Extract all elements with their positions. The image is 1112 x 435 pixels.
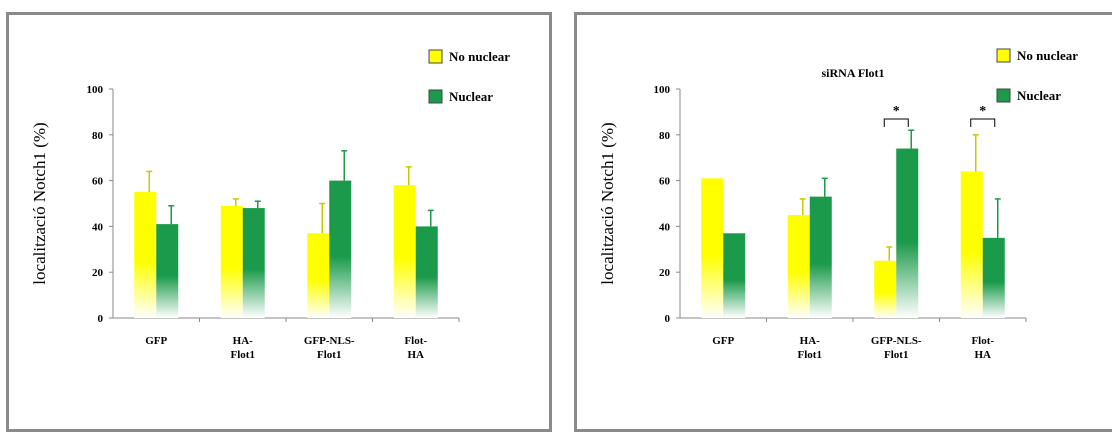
x-tick-label: Flot- — [971, 335, 994, 347]
bar-no-nuclear — [787, 214, 810, 318]
bar-no-nuclear — [134, 192, 157, 318]
y-tick-label: 20 — [92, 267, 104, 279]
y-axis-label: localització Notch1 (%) — [598, 122, 617, 284]
legend-swatch-nuclear — [996, 88, 1011, 103]
bar-no-nuclear — [393, 185, 416, 318]
bar-nuclear — [415, 226, 438, 318]
x-tick-label: HA- — [233, 335, 254, 347]
x-tick-label: Flot1 — [884, 349, 908, 361]
chart-panel-left: 0 20 40 60 80 100 localització Notch1 (%) GFP HA… — [6, 12, 552, 432]
y-tick-label: 40 — [92, 221, 104, 233]
bar-nuclear — [156, 224, 179, 318]
y-tick-label: 0 — [98, 313, 104, 325]
y-tick-label: 80 — [659, 130, 671, 142]
bar-no-nuclear — [220, 205, 243, 318]
significance-bracket — [883, 118, 909, 127]
x-tick-label: HA — [408, 349, 425, 361]
bar-no-nuclear — [307, 233, 330, 318]
x-tick-label: Flot- — [404, 335, 427, 347]
bar-no-nuclear — [701, 178, 724, 318]
chart-svg: 0 20 40 60 80 100 localització Notch1 (%) siRNA… — [598, 48, 1078, 361]
y-axis-label: localització Notch1 (%) — [30, 122, 49, 284]
y-tick-label: 80 — [92, 130, 104, 142]
x-tick-label: GFP — [712, 335, 734, 347]
y-tick-label: 60 — [92, 176, 104, 188]
chart-svg: 0 20 40 60 80 100 localització Notch1 (%) GFP HA… — [30, 49, 510, 361]
y-tick-label: 20 — [659, 267, 671, 279]
chart-panel-right: 0 20 40 60 80 100 localització Notch1 (%) siRNA… — [574, 12, 1112, 432]
bar-nuclear — [982, 237, 1005, 318]
legend-label: No nuclear — [449, 49, 510, 64]
significance-star: * — [979, 104, 986, 119]
bar-nuclear — [809, 196, 832, 318]
bar-no-nuclear — [960, 171, 983, 318]
legend-swatch-no-nuclear — [996, 48, 1011, 63]
y-tick-label: 0 — [665, 313, 671, 325]
x-tick-label: GFP-NLS- — [871, 335, 922, 347]
x-tick-label: Flot1 — [231, 349, 255, 361]
x-tick-label: HA — [975, 349, 992, 361]
bar-nuclear — [723, 233, 746, 318]
legend-swatch-no-nuclear — [428, 49, 443, 64]
y-tick-label: 40 — [659, 221, 671, 233]
legend-label: Nuclear — [1017, 88, 1061, 103]
y-tick-label: 100 — [87, 84, 104, 96]
y-tick-label: 100 — [654, 84, 671, 96]
x-tick-label: Flot1 — [798, 349, 822, 361]
x-tick-label: GFP-NLS- — [304, 335, 355, 347]
significance-star: * — [893, 104, 900, 119]
x-tick-label: Flot1 — [317, 349, 341, 361]
bar-no-nuclear — [874, 260, 897, 318]
legend-swatch-nuclear — [428, 89, 443, 104]
chart-title: siRNA Flot1 — [822, 66, 885, 80]
x-tick-label: GFP — [145, 335, 167, 347]
legend-label: Nuclear — [449, 89, 493, 104]
bar-nuclear — [329, 180, 352, 318]
bar-nuclear — [242, 208, 265, 318]
bar-nuclear — [896, 148, 919, 318]
significance-bracket — [970, 118, 996, 127]
legend-label: No nuclear — [1017, 48, 1078, 63]
y-tick-label: 60 — [659, 176, 671, 188]
x-tick-label: HA- — [800, 335, 821, 347]
